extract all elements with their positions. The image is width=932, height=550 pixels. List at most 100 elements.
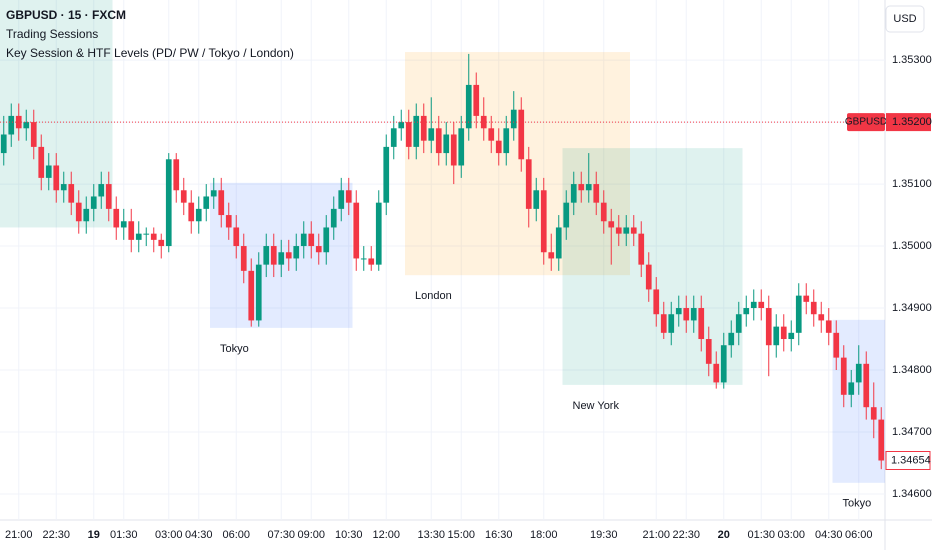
last-price-label: 1.34654 bbox=[891, 454, 931, 466]
session-label: New York bbox=[573, 400, 620, 412]
candle-body bbox=[525, 159, 532, 209]
candle-body bbox=[698, 308, 705, 340]
candle-body bbox=[653, 289, 660, 315]
candle-body bbox=[870, 407, 877, 420]
session-box bbox=[562, 148, 743, 385]
candle-body bbox=[383, 146, 390, 203]
indicator-name: Trading Sessions bbox=[6, 27, 98, 41]
candles-layer bbox=[0, 53, 885, 470]
price-tag-label: 1.35200 bbox=[892, 116, 932, 128]
candle-body bbox=[83, 208, 90, 222]
candle-body bbox=[188, 202, 195, 222]
candle-body bbox=[840, 357, 847, 395]
last-price-tag bbox=[885, 451, 931, 471]
candle-body bbox=[45, 165, 52, 178]
candle-body bbox=[863, 363, 870, 408]
x-tick-label: 01:30 bbox=[747, 529, 775, 541]
candle-body bbox=[308, 233, 315, 247]
candle-body bbox=[353, 202, 360, 259]
candle-body bbox=[788, 332, 795, 340]
candle-body bbox=[323, 227, 330, 253]
candle-body bbox=[780, 326, 787, 340]
candle-body bbox=[180, 190, 187, 203]
currency-label[interactable]: USD bbox=[893, 13, 916, 25]
candle-body bbox=[315, 246, 322, 253]
x-tick-label: 20 bbox=[718, 529, 730, 541]
candle-body bbox=[600, 202, 607, 222]
symbol-tag bbox=[847, 113, 885, 132]
candle-body bbox=[158, 239, 165, 247]
candle-body bbox=[578, 184, 585, 191]
candle-body bbox=[660, 314, 667, 333]
x-tick-label: 19:30 bbox=[590, 529, 618, 541]
candle-body bbox=[240, 246, 247, 271]
candle-body bbox=[450, 134, 457, 166]
y-tick-label: 1.34900 bbox=[892, 302, 932, 314]
x-tick-label: 01:30 bbox=[110, 529, 138, 541]
candle-body bbox=[330, 208, 337, 228]
session-label: London bbox=[415, 290, 452, 302]
candle-body bbox=[398, 122, 405, 129]
y-tick-label: 1.35100 bbox=[892, 178, 932, 190]
x-tick-label: 04:30 bbox=[815, 529, 843, 541]
overlay-layer: GBPUSD · 15 · FXCM Trading Sessions Key … bbox=[0, 5, 932, 510]
candle-body bbox=[750, 301, 757, 309]
candle-body bbox=[533, 190, 540, 209]
x-tick-label: 21:00 bbox=[5, 529, 33, 541]
candle-body bbox=[293, 246, 300, 259]
candle-body bbox=[98, 184, 105, 197]
candle-body bbox=[375, 202, 382, 265]
candle-body bbox=[855, 363, 862, 383]
candle-body bbox=[53, 165, 60, 191]
candle-body bbox=[645, 264, 652, 290]
x-tick-label: 06:00 bbox=[222, 529, 250, 541]
candle-body bbox=[495, 140, 502, 154]
candle-body bbox=[668, 314, 675, 333]
currency-button[interactable] bbox=[885, 5, 925, 33]
candle-body bbox=[810, 301, 817, 315]
candle-body bbox=[75, 202, 82, 222]
y-tick-label: 1.35000 bbox=[892, 240, 932, 252]
session-label: Tokyo bbox=[220, 343, 249, 355]
candle-body bbox=[713, 363, 720, 383]
indicator-name: Key Session & HTF Levels (PD/ PW / Tokyo… bbox=[6, 46, 294, 60]
candle-body bbox=[833, 332, 840, 358]
x-tick-label: 12:00 bbox=[372, 529, 400, 541]
candle-body bbox=[803, 295, 810, 302]
candle-body bbox=[503, 128, 510, 154]
candle-body bbox=[720, 345, 727, 383]
x-tick-label: 10:30 bbox=[335, 529, 363, 541]
x-tick-label: 16:30 bbox=[485, 529, 513, 541]
candle-body bbox=[173, 159, 180, 191]
session-label: Tokyo bbox=[843, 498, 872, 510]
candle-body bbox=[488, 128, 495, 141]
x-tick-label: 22:30 bbox=[42, 529, 70, 541]
candle-body bbox=[585, 184, 592, 191]
x-tick-label: 19 bbox=[88, 529, 100, 541]
candle-body bbox=[825, 320, 832, 333]
candle-body bbox=[218, 190, 225, 216]
candle-body bbox=[368, 258, 375, 265]
candle-body bbox=[878, 419, 885, 461]
candle-body bbox=[413, 115, 420, 147]
candle-body bbox=[615, 227, 622, 234]
candle-body bbox=[128, 221, 135, 240]
x-tick-label: 18:00 bbox=[530, 529, 558, 541]
candle-body bbox=[248, 270, 255, 321]
candle-body bbox=[165, 159, 172, 247]
candle-body bbox=[23, 122, 30, 129]
candle-body bbox=[143, 233, 150, 235]
x-tick-label: 03:00 bbox=[777, 529, 805, 541]
candle-body bbox=[773, 326, 780, 346]
candle-body bbox=[683, 308, 690, 321]
candle-body bbox=[68, 184, 75, 203]
candle-body bbox=[705, 339, 712, 364]
candle-body bbox=[735, 314, 742, 333]
candle-body bbox=[135, 233, 142, 240]
symbol-title: GBPUSD · 15 · FXCM bbox=[6, 8, 126, 22]
candle-body bbox=[360, 258, 367, 260]
candle-body bbox=[728, 332, 735, 346]
y-tick-label: 1.34800 bbox=[892, 364, 932, 376]
